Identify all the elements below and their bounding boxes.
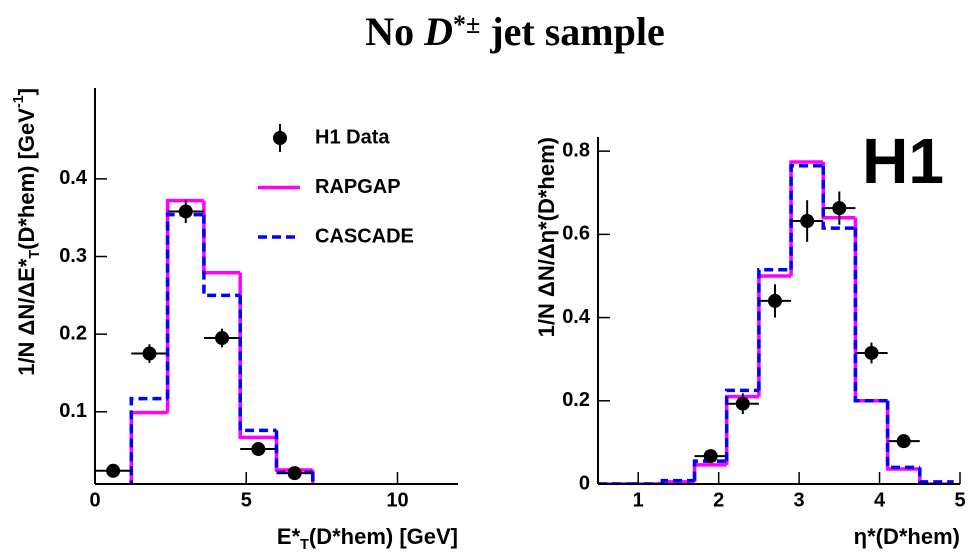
label-part: jet sample [480, 9, 664, 54]
histogram-step [724, 388, 759, 462]
y-tick-label: 0.8 [562, 139, 590, 161]
histogram-step [821, 165, 856, 230]
histogram-step [202, 214, 241, 298]
histogram-step [274, 437, 313, 472]
histogram-step [238, 295, 277, 433]
y-tick-label: 0.2 [562, 389, 590, 411]
label-part: D [423, 9, 453, 54]
histogram-step [165, 198, 204, 413]
legend-label: CASCADE [315, 225, 414, 247]
data-point [215, 331, 230, 346]
data-point [767, 293, 782, 308]
x-axis-label: E*T(D*hem) [GeV] [277, 524, 458, 553]
y-axis-label: 1/N ΔN/ΔE*T(D*hem) [GeV-1] [11, 88, 43, 376]
label-part: (D*hem) [GeV [14, 108, 39, 250]
data-point [703, 449, 718, 464]
data-point [142, 346, 157, 361]
annotation: H1 [862, 125, 944, 197]
y-tick-label: 0.4 [562, 306, 591, 328]
histogram-step [757, 267, 792, 391]
label-part: T [27, 250, 43, 259]
histogram-step [238, 272, 277, 440]
plot [598, 160, 954, 484]
x-tick-label: 5 [241, 489, 252, 511]
chart-title: No D*± jet sample [365, 9, 664, 54]
histogram-step [660, 478, 695, 484]
histogram-step [202, 200, 241, 275]
label-part: 1/N ΔN/ΔE* [14, 258, 39, 376]
histogram-step [853, 228, 888, 403]
histogram-step [918, 467, 954, 484]
histogram-step [692, 459, 727, 481]
histogram-step [129, 396, 168, 484]
data-point [251, 442, 266, 457]
histogram-step [853, 217, 888, 403]
label-part: (D*hem) [GeV] [309, 524, 458, 549]
y-tick-label: 0.2 [59, 322, 87, 344]
histogram-step [789, 163, 824, 270]
label-part: -1 [11, 95, 27, 108]
x-tick-label: 5 [954, 489, 965, 511]
x-tick-label: 10 [386, 489, 408, 511]
histogram-step [885, 400, 920, 470]
legend-label: RAPGAP [315, 176, 401, 198]
data-point [864, 345, 879, 360]
y-axis-label: 1/N ΔN/Δη*(D*hem) [534, 137, 559, 337]
x-tick-label: 0 [89, 489, 100, 511]
y-tick-label: 0.6 [562, 223, 590, 245]
histogram-step [129, 410, 168, 484]
y-tick-label: 0.4 [59, 167, 88, 189]
histogram-step [165, 212, 204, 399]
label-part: η*(D*hem) [854, 524, 960, 549]
x-tick-label: 3 [794, 489, 805, 511]
label-part: T [300, 537, 309, 553]
legend-marker [273, 131, 287, 145]
label-part: *± [453, 10, 480, 39]
y-tick-label: 0.1 [59, 400, 87, 422]
plot [95, 198, 315, 484]
y-tick-label: 0 [579, 472, 590, 494]
label-part: No [365, 9, 424, 54]
legend-label: H1 Data [315, 126, 390, 148]
x-tick-label: 2 [713, 489, 724, 511]
data-point [896, 434, 911, 449]
histogram-step [311, 470, 315, 484]
data-point [287, 466, 302, 481]
histogram-step [274, 430, 313, 475]
x-axis-label: η*(D*hem) [854, 524, 960, 549]
label-part: E* [277, 524, 301, 549]
histogram-step [692, 463, 727, 482]
histogram-step [311, 472, 315, 484]
data-point [832, 201, 847, 216]
label-part: 1/N ΔN/Δη*(D*hem) [534, 137, 559, 337]
label-part: ] [14, 88, 39, 95]
data-point [106, 463, 121, 478]
data-point [178, 204, 193, 219]
x-tick-label: 1 [633, 489, 644, 511]
data-point [800, 214, 815, 229]
data-point [735, 396, 750, 411]
x-tick-label: 4 [874, 489, 886, 511]
y-tick-label: 0.3 [59, 245, 87, 267]
